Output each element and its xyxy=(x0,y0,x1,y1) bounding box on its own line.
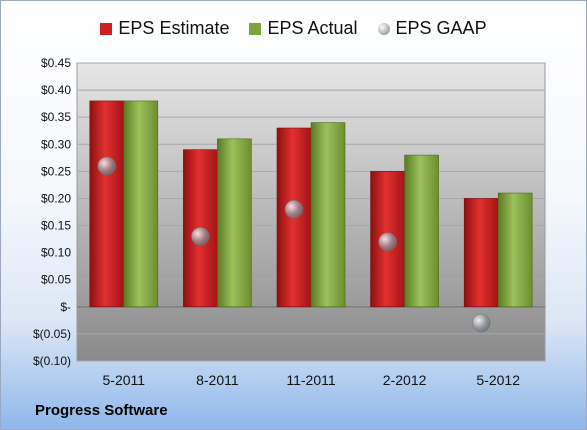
x-tick-label: 5-2012 xyxy=(476,372,520,388)
bar-eps-estimate xyxy=(89,100,125,308)
y-tick-label: $(0.05) xyxy=(33,327,71,341)
legend-swatch-eps-actual xyxy=(249,22,262,35)
y-tick-label: $0.15 xyxy=(41,219,71,233)
x-tick-label: 5-2011 xyxy=(103,372,146,388)
y-tick-label: $(0.10) xyxy=(33,354,71,368)
legend-label-eps-estimate: EPS Estimate xyxy=(118,18,230,38)
bar-eps-actual xyxy=(310,122,346,308)
y-tick-label: $0.30 xyxy=(41,137,71,151)
y-tick-label: $0.05 xyxy=(41,273,71,287)
legend-swatch-eps-gaap xyxy=(377,22,390,35)
bar-eps-actual xyxy=(217,138,252,308)
marker-eps-gaap xyxy=(284,200,304,219)
company-caption: Progress Software xyxy=(35,402,168,419)
marker-eps-gaap xyxy=(97,156,117,176)
legend-item-eps-estimate: EPS Estimate xyxy=(100,18,229,39)
bar-eps-estimate xyxy=(463,198,499,308)
marker-eps-gaap xyxy=(191,227,210,246)
y-tick-label: $0.40 xyxy=(41,83,71,97)
x-tick-label: 2-2012 xyxy=(383,372,427,388)
bar-eps-actual xyxy=(497,192,533,308)
legend-label-eps-gaap: EPS GAAP xyxy=(395,18,487,38)
legend-item-eps-actual: EPS Actual xyxy=(249,18,358,39)
bar-eps-actual xyxy=(123,100,159,308)
y-tick-label: $0.10 xyxy=(41,246,71,260)
x-tick-label: 8-2011 xyxy=(196,372,239,388)
y-tick-label: $0.35 xyxy=(41,110,71,124)
marker-eps-gaap xyxy=(471,313,491,333)
bar-eps-actual xyxy=(404,154,439,308)
x-tick-label: 11-2011 xyxy=(286,372,336,388)
y-tick-label: $0.25 xyxy=(41,164,71,178)
legend-item-eps-gaap: EPS GAAP xyxy=(377,18,487,39)
y-tick-label: $0.20 xyxy=(41,191,71,205)
marker-eps-gaap xyxy=(378,232,397,252)
y-tick-label: $- xyxy=(60,300,71,314)
legend: EPS Estimate EPS Actual EPS GAAP xyxy=(1,18,586,39)
legend-swatch-eps-estimate xyxy=(100,22,113,35)
legend-label-eps-actual: EPS Actual xyxy=(267,18,358,38)
y-tick-label: $0.45 xyxy=(41,56,71,70)
